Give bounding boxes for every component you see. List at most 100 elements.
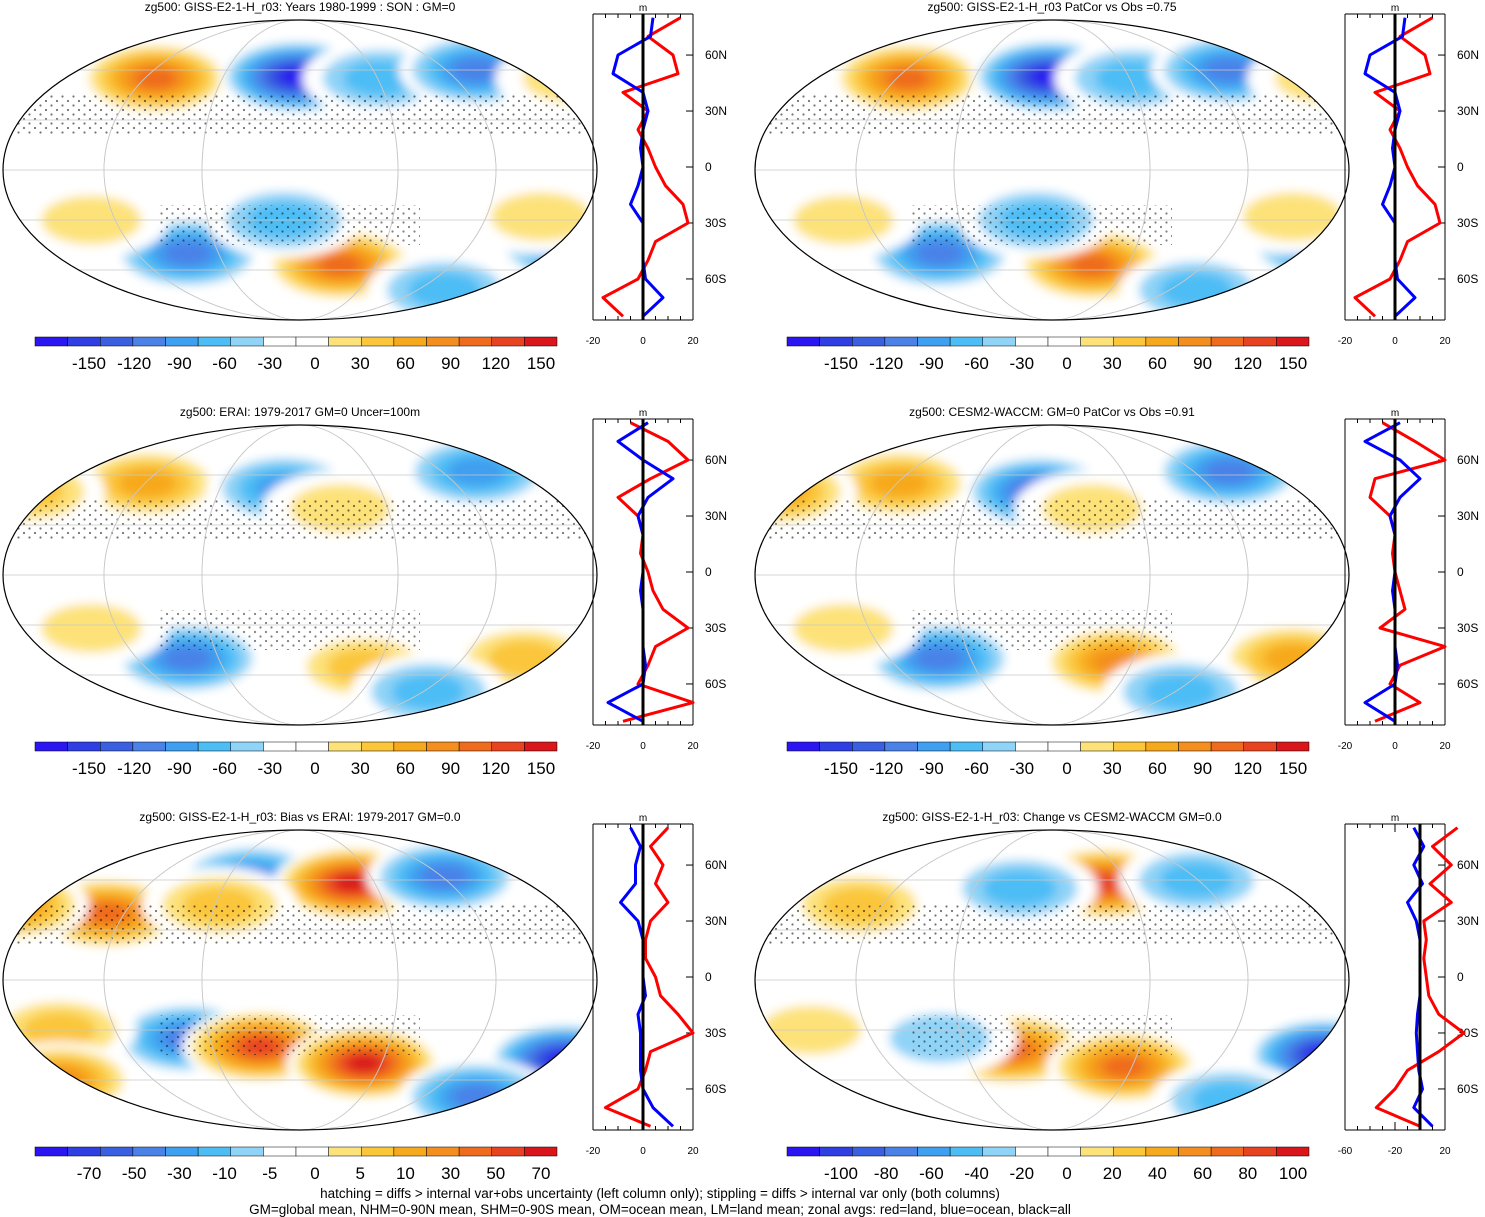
colorbar-tick-label: 150 (1279, 759, 1307, 778)
colorbar-segment (34, 1146, 68, 1157)
colorbar-tick-label: 30 (1103, 759, 1122, 778)
colorbar-segment (982, 741, 1016, 752)
colorbar-tick-label: -60 (964, 354, 989, 373)
colorbar-segment (328, 1146, 362, 1157)
field-blob (118, 469, 177, 498)
colorbar-tick-label: 150 (527, 759, 555, 778)
map-field (755, 830, 1349, 1130)
colorbar-tick-label: -70 (77, 1164, 102, 1183)
colorbar-tick-label: 150 (527, 354, 555, 373)
field-blob (915, 646, 964, 671)
zonal-tick-label: 0 (640, 741, 646, 752)
zonal-panel: m -20 0 20 60N 30N 0 30S 60S (586, 3, 727, 347)
map-outline (754, 829, 1350, 1131)
colorbar-tick-label: 90 (1193, 354, 1212, 373)
colorbar-tick-label: 5 (355, 1164, 364, 1183)
stippling (3, 500, 597, 540)
zonal-tick-label: 0 (640, 336, 646, 347)
colorbar-tick-label: -120 (117, 759, 151, 778)
zonal-tick-label: -20 (1338, 336, 1353, 347)
colorbar-segment (949, 1146, 983, 1157)
stippling (912, 1015, 1172, 1055)
colorbar-segment (949, 336, 983, 347)
colorbar-tick-label: -150 (824, 759, 858, 778)
colorbar: -150 -120 -90 -60 -30 0 30 60 90 120 150 (786, 336, 1310, 373)
colorbar-segment (263, 1146, 297, 1157)
colorbar-tick-label: -90 (167, 759, 192, 778)
colorbar-segment (1047, 1146, 1081, 1157)
colorbar-segment (819, 336, 853, 347)
colorbar: -100 -80 -60 -40 -20 0 20 40 60 80 100 (786, 1146, 1310, 1183)
field-blob (163, 646, 212, 671)
colorbar-tick-label: 120 (1234, 354, 1262, 373)
colorbar-segment (852, 1146, 886, 1157)
colorbar-segment (884, 741, 918, 752)
colorbar-segment (1276, 336, 1310, 347)
colorbar-segment (165, 336, 199, 347)
colorbar-segment (1243, 336, 1277, 347)
colorbar-tick-label: 30 (351, 759, 370, 778)
colorbar-tick-label: 0 (1062, 759, 1071, 778)
zonal-panel: m -20 0 20 60N 30N 0 30S 60S (586, 813, 727, 1157)
lat-label: 0 (1457, 160, 1464, 174)
map-field (3, 830, 597, 1130)
colorbar-segment (67, 336, 101, 347)
panel-title: zg500: ERAI: 1979-2017 GM=0 Uncer=100m (180, 405, 420, 419)
stippling (912, 610, 1172, 650)
colorbar: -150 -120 -90 -60 -30 0 30 60 90 120 150 (34, 741, 558, 778)
colorbar-segment (361, 1146, 395, 1157)
graticule-meridian (953, 830, 1151, 1130)
lat-label: 30N (705, 509, 727, 523)
colorbar-tick-label: 0 (1062, 1164, 1071, 1183)
lat-label: 60N (1457, 453, 1479, 467)
field-blob (1071, 254, 1113, 276)
lat-label: 30S (1457, 621, 1478, 635)
colorbar-segment (524, 336, 558, 347)
field-blob (391, 673, 466, 710)
colorbar-tick-label: -120 (117, 354, 151, 373)
zonal-tick-label: 20 (687, 336, 699, 347)
lat-label: 0 (1457, 565, 1464, 579)
colorbar-segment (917, 741, 951, 752)
colorbar-segment (263, 741, 297, 752)
panel-2: zg500: GISS-E2-1-H_r03 PatCor vs Obs =0.… (754, 0, 1479, 373)
colorbar-segment (491, 741, 525, 752)
zonal-unit: m (1391, 3, 1399, 14)
field-blob (548, 1052, 581, 1068)
colorbar-segment (1113, 336, 1147, 347)
colorbar-tick-label: -30 (258, 759, 283, 778)
field-blob (982, 870, 1057, 907)
colorbar-tick-label: 0 (310, 1164, 319, 1183)
lat-label: 30S (705, 1026, 726, 1040)
colorbar-tick-label: 60 (1148, 354, 1167, 373)
colorbar-segment (361, 336, 395, 347)
colorbar-tick-label: -90 (919, 354, 944, 373)
field-blob (886, 68, 929, 89)
colorbar-tick-label: 30 (441, 1164, 460, 1183)
stippling (3, 905, 597, 945)
panel-4: zg500: CESM2-WACCM: GM=0 PatCor vs Obs =… (754, 405, 1479, 778)
colorbar-segment (393, 1146, 427, 1157)
colorbar-tick-label: 10 (396, 1164, 415, 1183)
map-field (3, 20, 597, 320)
colorbar-segment (100, 1146, 134, 1157)
colorbar-segment (426, 741, 460, 752)
colorbar-segment (100, 336, 134, 347)
panel-5: zg500: GISS-E2-1-H_r03: Bias vs ERAI: 19… (2, 810, 727, 1183)
map-outline (754, 19, 1350, 321)
colorbar-tick-label: -150 (72, 759, 106, 778)
zonal-unit: m (639, 3, 647, 14)
zonal-tick-label: 0 (1392, 741, 1398, 752)
field-blob (1300, 1042, 1349, 1068)
colorbar-segment (1276, 1146, 1310, 1157)
field-blob (540, 1047, 590, 1073)
colorbar-segment (295, 1146, 329, 1157)
field-blob (490, 192, 591, 242)
colorbar-segment (458, 336, 492, 347)
field-blob (1263, 644, 1323, 673)
colorbar: -70 -50 -30 -10 -5 0 5 10 30 50 70 (34, 1146, 558, 1183)
colorbar: -150 -120 -90 -60 -30 0 30 60 90 120 150 (34, 336, 558, 373)
map-outline (2, 19, 598, 321)
colorbar-segment (1178, 741, 1212, 752)
colorbar-segment (1080, 336, 1114, 347)
